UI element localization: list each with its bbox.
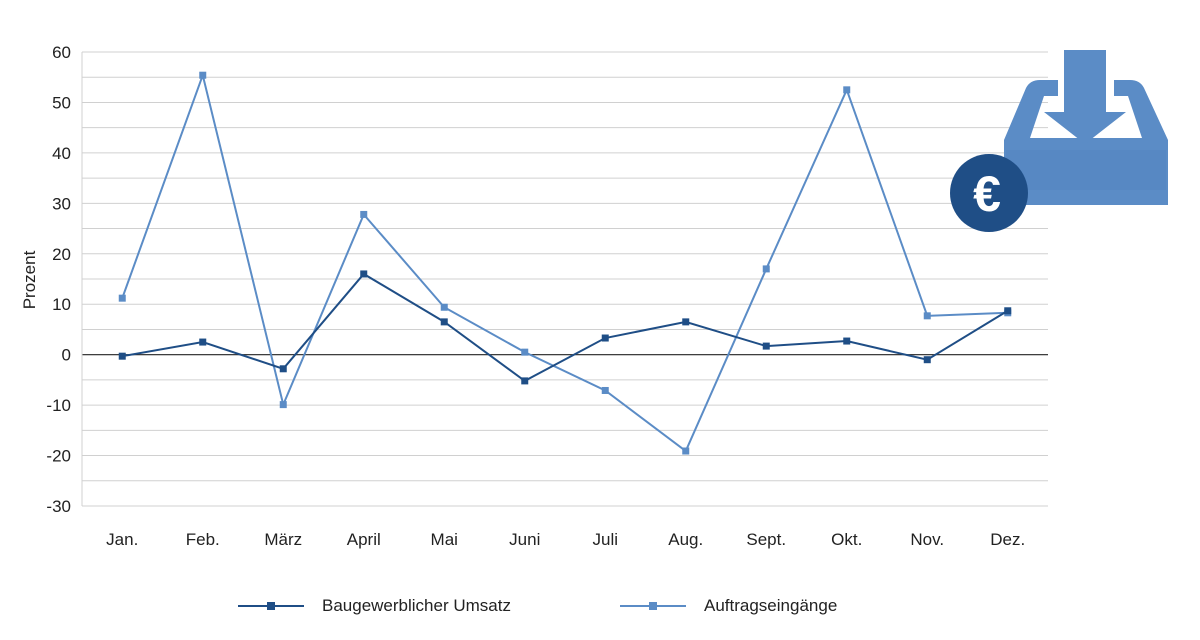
data-point bbox=[762, 342, 770, 350]
data-point bbox=[360, 270, 368, 278]
data-point bbox=[601, 334, 609, 342]
legend-marker-auftraege bbox=[649, 602, 657, 610]
inbox-euro-icon: € bbox=[950, 50, 1168, 232]
series-1 bbox=[118, 71, 1012, 455]
legend-item-umsatz: Baugewerblicher Umsatz bbox=[238, 594, 511, 618]
data-point bbox=[843, 86, 851, 94]
legend-item-auftraege: Auftragseingänge bbox=[620, 594, 837, 618]
x-tick-label: Feb. bbox=[186, 530, 220, 549]
series-line bbox=[122, 272, 1009, 383]
y-tick-label: 30 bbox=[52, 194, 71, 213]
download-arrow-icon bbox=[1044, 50, 1126, 144]
data-point bbox=[843, 337, 851, 345]
x-tick-label: Sept. bbox=[746, 530, 786, 549]
y-tick-label: 50 bbox=[52, 93, 71, 112]
y-tick-label: 60 bbox=[52, 43, 71, 62]
x-tick-label: April bbox=[347, 530, 381, 549]
y-tick-label: 20 bbox=[52, 245, 71, 264]
x-tick-label: Nov. bbox=[910, 530, 944, 549]
x-tick-label: Juli bbox=[592, 530, 618, 549]
y-tick-label: 0 bbox=[62, 346, 71, 365]
x-tick-label: Juni bbox=[509, 530, 540, 549]
y-axis-label: Prozent bbox=[20, 250, 39, 309]
data-point bbox=[440, 318, 448, 326]
data-point bbox=[923, 312, 931, 320]
data-point bbox=[279, 365, 287, 373]
data-point bbox=[762, 265, 770, 273]
data-point bbox=[199, 338, 207, 346]
y-tick-label: -10 bbox=[46, 396, 71, 415]
y-tick-label: -20 bbox=[46, 447, 71, 466]
legend-marker-umsatz bbox=[267, 602, 275, 610]
legend-label-auftraege: Auftragseingänge bbox=[704, 596, 838, 615]
data-point bbox=[118, 294, 126, 302]
y-tick-label: -30 bbox=[46, 497, 71, 516]
series-0 bbox=[118, 270, 1012, 385]
x-tick-label: Aug. bbox=[668, 530, 703, 549]
data-point bbox=[440, 303, 448, 311]
data-point bbox=[279, 401, 287, 409]
x-tick-label: März bbox=[264, 530, 302, 549]
data-point bbox=[360, 210, 368, 218]
x-tick-label: Mai bbox=[431, 530, 458, 549]
data-point bbox=[682, 447, 690, 455]
y-tick-label: 10 bbox=[52, 295, 71, 314]
data-point bbox=[682, 318, 690, 326]
x-axis-ticks: Jan. Feb. März April Mai Juni Juli Aug. Sept. Okt… bbox=[106, 530, 1025, 549]
series-group bbox=[118, 71, 1012, 455]
legend-line-umsatz bbox=[238, 602, 304, 610]
legend-line-auftraege bbox=[620, 602, 686, 610]
euro-badge-icon bbox=[950, 154, 1028, 232]
legend-label-umsatz: Baugewerblicher Umsatz bbox=[322, 596, 511, 615]
series-line bbox=[121, 71, 1008, 453]
euro-symbol: € bbox=[973, 166, 1001, 222]
data-point bbox=[1004, 307, 1012, 315]
y-tick-label: 40 bbox=[52, 144, 71, 163]
grid-lines bbox=[81, 51, 1048, 507]
y-axis-ticks: 60 50 40 30 20 10 0 -10 -20 -30 bbox=[46, 43, 71, 516]
x-tick-label: Okt. bbox=[831, 530, 862, 549]
data-point bbox=[923, 356, 931, 364]
x-tick-label: Dez. bbox=[990, 530, 1025, 549]
data-point bbox=[199, 71, 207, 79]
data-point bbox=[521, 377, 529, 385]
x-tick-label: Jan. bbox=[106, 530, 138, 549]
data-point bbox=[118, 352, 126, 360]
data-point bbox=[521, 348, 529, 356]
data-point bbox=[601, 386, 609, 394]
